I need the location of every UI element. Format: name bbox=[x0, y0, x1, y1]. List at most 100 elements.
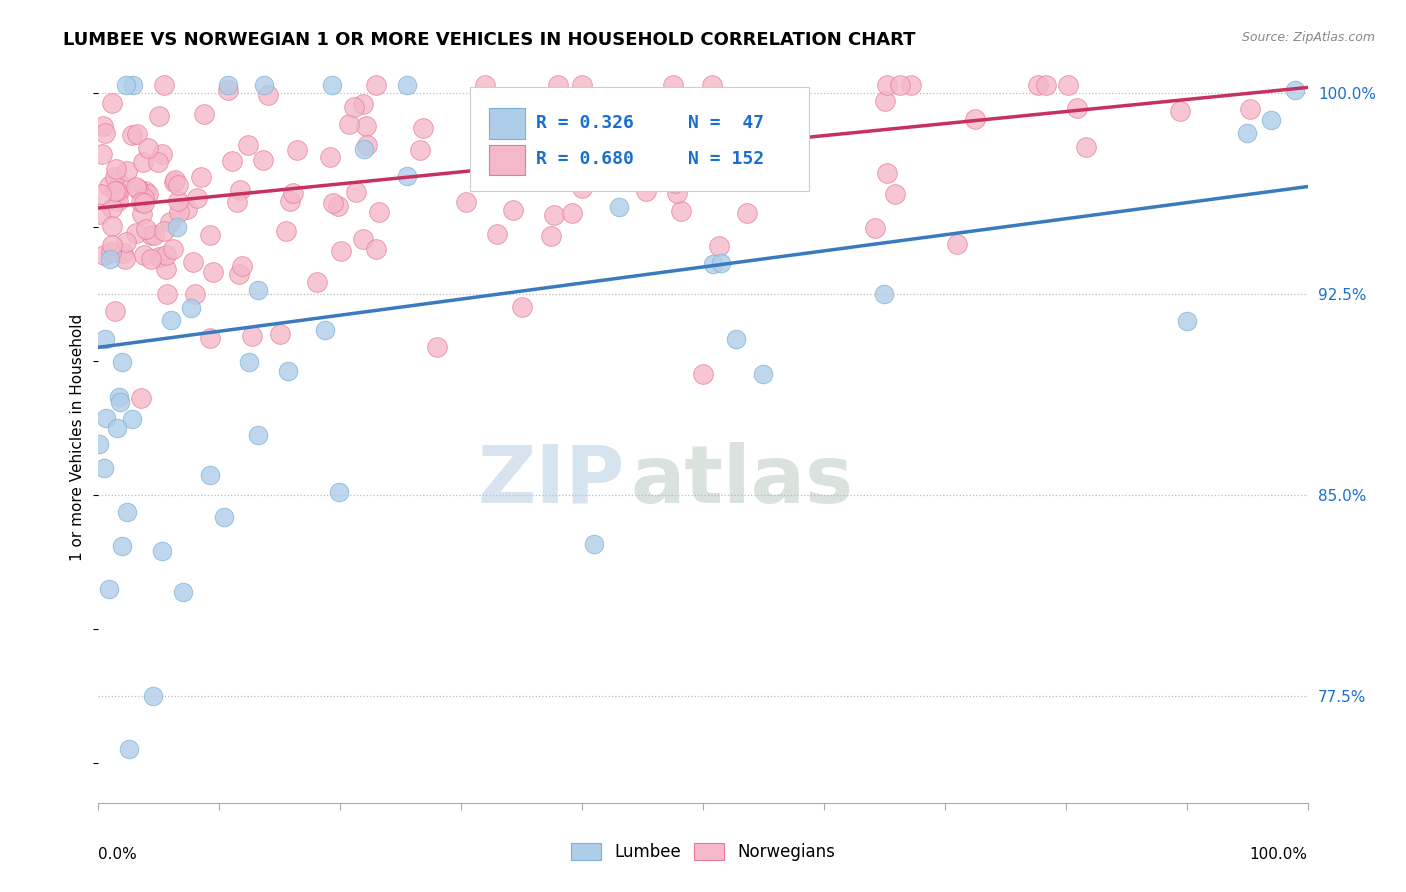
Point bbox=[181, 255, 204, 269]
Point bbox=[367, 204, 389, 219]
Point bbox=[105, 184, 128, 198]
Point bbox=[100, 244, 122, 259]
Point bbox=[314, 322, 336, 336]
Point bbox=[148, 250, 170, 264]
Point bbox=[94, 332, 117, 346]
Point bbox=[1026, 78, 1049, 92]
Point bbox=[226, 195, 249, 210]
Point bbox=[132, 155, 155, 169]
Point bbox=[322, 196, 344, 211]
Point bbox=[112, 246, 135, 260]
Text: 100.0%: 100.0% bbox=[1250, 847, 1308, 862]
Point bbox=[117, 505, 139, 519]
Point bbox=[671, 203, 693, 218]
Point bbox=[562, 174, 585, 188]
Point bbox=[156, 287, 179, 301]
Text: 0.0%: 0.0% bbox=[98, 847, 138, 862]
Point bbox=[108, 395, 131, 409]
Point bbox=[229, 182, 252, 196]
Point bbox=[200, 468, 222, 483]
Point bbox=[343, 100, 366, 114]
Point bbox=[180, 301, 202, 315]
Point bbox=[89, 207, 111, 221]
Text: atlas: atlas bbox=[630, 442, 853, 520]
Point bbox=[169, 204, 191, 219]
Point bbox=[198, 228, 221, 243]
Point bbox=[193, 107, 215, 121]
Point bbox=[163, 175, 186, 189]
Point bbox=[186, 191, 208, 205]
Point bbox=[503, 94, 526, 108]
Point bbox=[692, 367, 714, 381]
Point bbox=[89, 437, 111, 451]
Point bbox=[107, 194, 129, 209]
Point bbox=[1175, 313, 1198, 327]
Point bbox=[482, 107, 505, 121]
Point bbox=[134, 195, 156, 210]
Point bbox=[184, 286, 207, 301]
Point bbox=[176, 202, 198, 217]
Point bbox=[412, 121, 434, 136]
Point bbox=[94, 126, 117, 140]
Point bbox=[212, 510, 235, 524]
Point bbox=[561, 206, 583, 220]
Point bbox=[163, 172, 186, 186]
Point bbox=[664, 177, 686, 191]
Point bbox=[121, 128, 143, 143]
Point bbox=[231, 259, 253, 273]
Point bbox=[486, 227, 509, 242]
Text: Source: ZipAtlas.com: Source: ZipAtlas.com bbox=[1241, 31, 1375, 45]
FancyBboxPatch shape bbox=[470, 87, 810, 191]
Point bbox=[884, 186, 907, 201]
Point bbox=[502, 203, 524, 218]
Point bbox=[135, 222, 157, 236]
Point bbox=[337, 116, 360, 130]
Point bbox=[217, 82, 239, 96]
Point bbox=[364, 78, 387, 92]
Point bbox=[489, 112, 512, 126]
Point bbox=[98, 252, 121, 266]
Point bbox=[1239, 102, 1261, 116]
Point bbox=[136, 187, 159, 202]
Point bbox=[409, 144, 432, 158]
Point bbox=[354, 119, 377, 133]
Point bbox=[98, 178, 121, 193]
Point bbox=[396, 169, 419, 184]
Point bbox=[285, 143, 308, 157]
Point bbox=[319, 150, 342, 164]
Point bbox=[152, 147, 174, 161]
Point bbox=[132, 191, 155, 205]
Point bbox=[274, 224, 297, 238]
Point bbox=[583, 537, 606, 551]
Point bbox=[111, 539, 134, 553]
Point bbox=[141, 227, 163, 242]
FancyBboxPatch shape bbox=[489, 145, 526, 175]
Point bbox=[963, 112, 986, 126]
Point bbox=[122, 78, 145, 92]
Point bbox=[1236, 126, 1258, 140]
Point bbox=[662, 78, 685, 92]
Point bbox=[395, 78, 418, 92]
Point bbox=[167, 194, 190, 208]
Point bbox=[162, 242, 184, 256]
Point bbox=[142, 689, 165, 703]
Point bbox=[257, 88, 280, 103]
Point bbox=[1170, 104, 1192, 119]
Text: N =  47: N = 47 bbox=[689, 113, 765, 131]
Point bbox=[900, 78, 922, 92]
Point bbox=[321, 78, 343, 92]
Point bbox=[482, 153, 505, 167]
Point bbox=[91, 119, 114, 133]
Point bbox=[101, 96, 124, 111]
Point bbox=[281, 186, 304, 200]
Point bbox=[155, 248, 177, 262]
Point bbox=[172, 585, 194, 599]
Point bbox=[889, 78, 911, 92]
Point bbox=[114, 252, 136, 266]
Point bbox=[91, 147, 114, 161]
Point bbox=[752, 367, 775, 381]
Point bbox=[607, 153, 630, 167]
Point bbox=[166, 220, 188, 235]
Point bbox=[190, 170, 212, 185]
Point bbox=[104, 184, 127, 198]
